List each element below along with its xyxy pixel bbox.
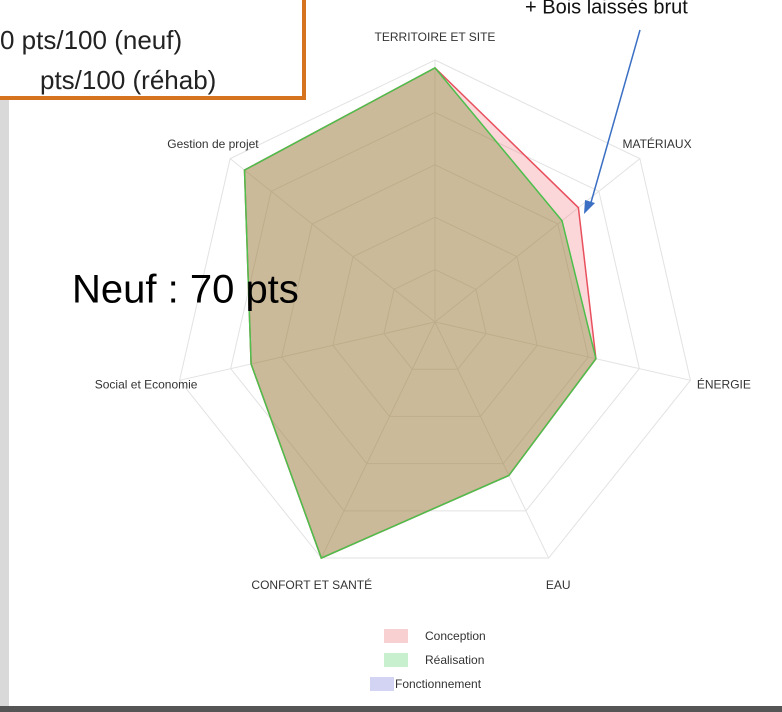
labels: TERRITOIRE ET SITE MATÉRIAUX ÉNERGIE EAU CON… [95, 30, 751, 592]
axis-label: EAU [546, 578, 571, 592]
axis-label: MATÉRIAUX [622, 136, 691, 151]
arrow-head [584, 200, 595, 214]
grid [179, 59, 691, 559]
spoke [179, 321, 436, 381]
grid-ring [230, 111, 640, 512]
legend-swatch [370, 677, 394, 691]
grid-ring [179, 59, 691, 559]
note-line: pts/100 (réhab) [40, 65, 216, 95]
legend-label: Fonctionnement [395, 677, 482, 691]
spoke [434, 158, 641, 323]
frame-left [0, 0, 9, 712]
axis-label: ÉNERGIE [697, 376, 751, 391]
note-line: 0 pts/100 (neuf) [0, 25, 182, 55]
legend-label: Conception [425, 629, 486, 643]
arrow-note: + Bois laissés brut [525, 0, 688, 18]
legend-swatch [384, 653, 408, 667]
arrow [589, 29, 641, 207]
axis-label: CONFORT ET SANTÉ [251, 577, 372, 592]
plot [243, 66, 597, 560]
legend: Conception Réalisation Fonctionnement [370, 629, 486, 691]
legend-label: Réalisation [425, 653, 484, 667]
axis-label: Social et Economie [95, 377, 198, 391]
frame-bottom [0, 706, 782, 712]
score-note: Neuf : 70 pts [72, 268, 299, 312]
grid-ring [383, 269, 487, 370]
grid-ring [332, 216, 538, 417]
axis-label: TERRITOIRE ET SITE [375, 30, 496, 44]
note-box [0, 0, 306, 100]
legend-swatch [384, 629, 408, 643]
spoke [434, 321, 691, 381]
grid-ring [281, 164, 589, 465]
spoke [434, 321, 550, 559]
spoke [229, 158, 436, 323]
axis-label: Gestion de projet [167, 137, 259, 151]
series-area [243, 66, 597, 560]
spoke [320, 321, 436, 559]
